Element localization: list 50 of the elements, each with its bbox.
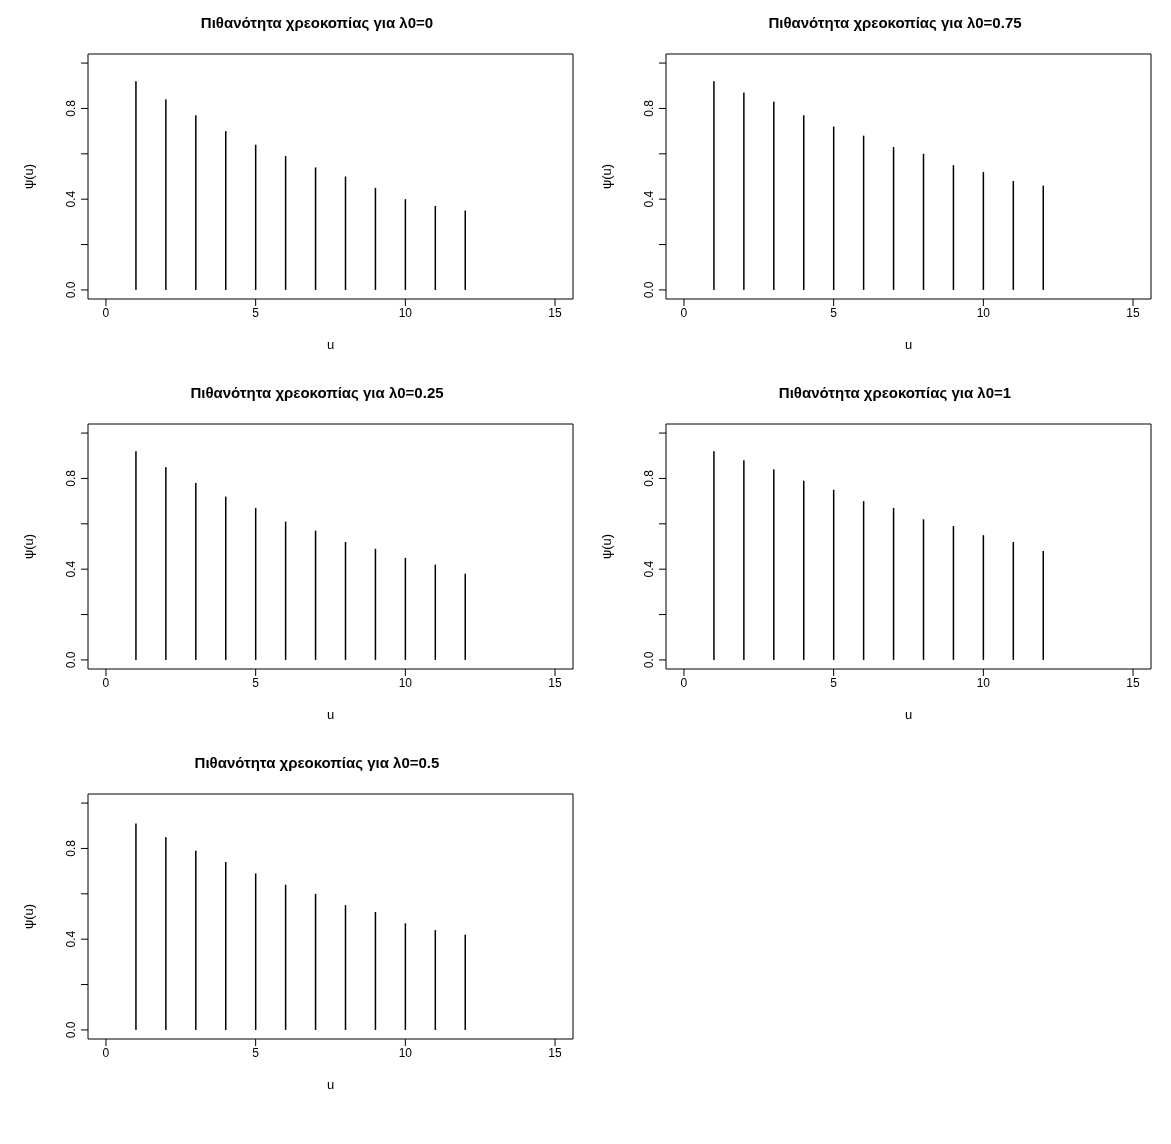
y-tick-label: 0.0 [642,651,656,669]
y-tick-label: 0.0 [64,651,78,669]
chart-title: Πιθανότητα χρεοκοπίας για λ0=0.5 [193,753,441,773]
x-axis-title: u [326,337,335,352]
x-tick-label: 10 [398,1045,413,1060]
y-axis-title: ψ(u) [20,533,36,560]
x-tick-label: 10 [976,305,991,320]
x-tick-label: 10 [976,675,991,690]
x-axis-title: u [326,1077,335,1092]
chart-title: Πιθανότητα χρεοκοπίας για λ0=0.25 [189,383,445,403]
x-tick-label: 15 [548,305,563,320]
x-tick-label: 0 [680,675,688,690]
y-tick-label: 0.0 [64,281,78,299]
y-axis-title: ψ(u) [20,163,36,190]
x-tick-label: 5 [252,305,260,320]
y-tick-label: 0.8 [64,99,78,117]
y-axis-title: ψ(u) [20,903,36,930]
x-axis-title: u [904,707,913,722]
x-axis-title: u [326,707,335,722]
y-tick-label: 0.4 [642,190,656,208]
x-tick-label: 15 [548,1045,563,1060]
y-tick-label: 0.8 [642,469,656,487]
y-tick-label: 0.8 [642,99,656,117]
x-tick-label: 15 [1126,305,1141,320]
chart-title: Πιθανότητα χρεοκοπίας για λ0=1 [777,383,1013,403]
chart-title: Πιθανότητα χρεοκοπίας για λ0=0.75 [767,13,1023,33]
x-tick-label: 15 [548,675,563,690]
x-tick-label: 10 [398,675,413,690]
x-tick-label: 0 [680,305,688,320]
y-tick-label: 0.4 [64,190,78,208]
x-tick-label: 0 [102,305,110,320]
y-tick-label: 0.0 [64,1021,78,1039]
x-tick-label: 5 [252,675,260,690]
y-tick-label: 0.8 [64,469,78,487]
x-tick-label: 10 [398,305,413,320]
x-tick-label: 0 [102,1045,110,1060]
y-tick-label: 0.4 [64,560,78,578]
x-axis-title: u [904,337,913,352]
y-tick-label: 0.4 [642,560,656,578]
y-axis-title: ψ(u) [598,163,614,190]
y-tick-label: 0.0 [642,281,656,299]
x-tick-label: 0 [102,675,110,690]
x-tick-label: 5 [252,1045,260,1060]
x-tick-label: 5 [830,305,838,320]
x-tick-label: 15 [1126,675,1141,690]
x-tick-label: 5 [830,675,838,690]
y-tick-label: 0.8 [64,839,78,857]
y-tick-label: 0.4 [64,930,78,948]
y-axis-title: ψ(u) [598,533,614,560]
chart-title: Πιθανότητα χρεοκοπίας για λ0=0 [199,13,435,33]
